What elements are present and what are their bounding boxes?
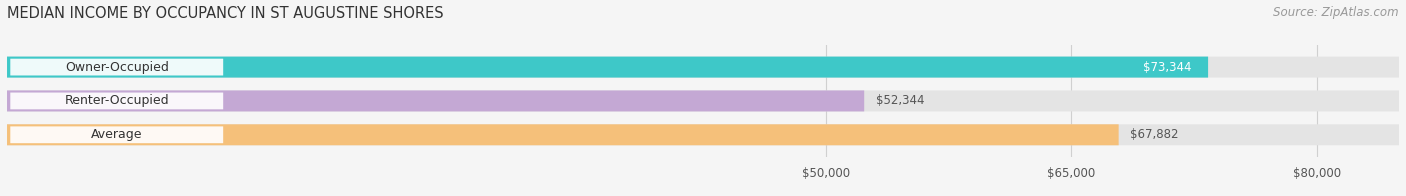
Text: Average: Average [91,128,142,141]
Text: $67,882: $67,882 [1130,128,1178,141]
FancyBboxPatch shape [7,124,1399,145]
FancyBboxPatch shape [10,59,224,75]
Text: $52,344: $52,344 [876,94,924,107]
FancyBboxPatch shape [7,57,1399,78]
Text: Renter-Occupied: Renter-Occupied [65,94,169,107]
FancyBboxPatch shape [7,90,1399,112]
FancyBboxPatch shape [10,126,224,143]
FancyBboxPatch shape [10,93,224,109]
FancyBboxPatch shape [7,90,865,112]
Text: $73,344: $73,344 [1143,61,1192,74]
Text: Owner-Occupied: Owner-Occupied [65,61,169,74]
FancyBboxPatch shape [7,57,1208,78]
FancyBboxPatch shape [7,124,1119,145]
Text: MEDIAN INCOME BY OCCUPANCY IN ST AUGUSTINE SHORES: MEDIAN INCOME BY OCCUPANCY IN ST AUGUSTI… [7,6,444,21]
Text: Source: ZipAtlas.com: Source: ZipAtlas.com [1274,6,1399,19]
